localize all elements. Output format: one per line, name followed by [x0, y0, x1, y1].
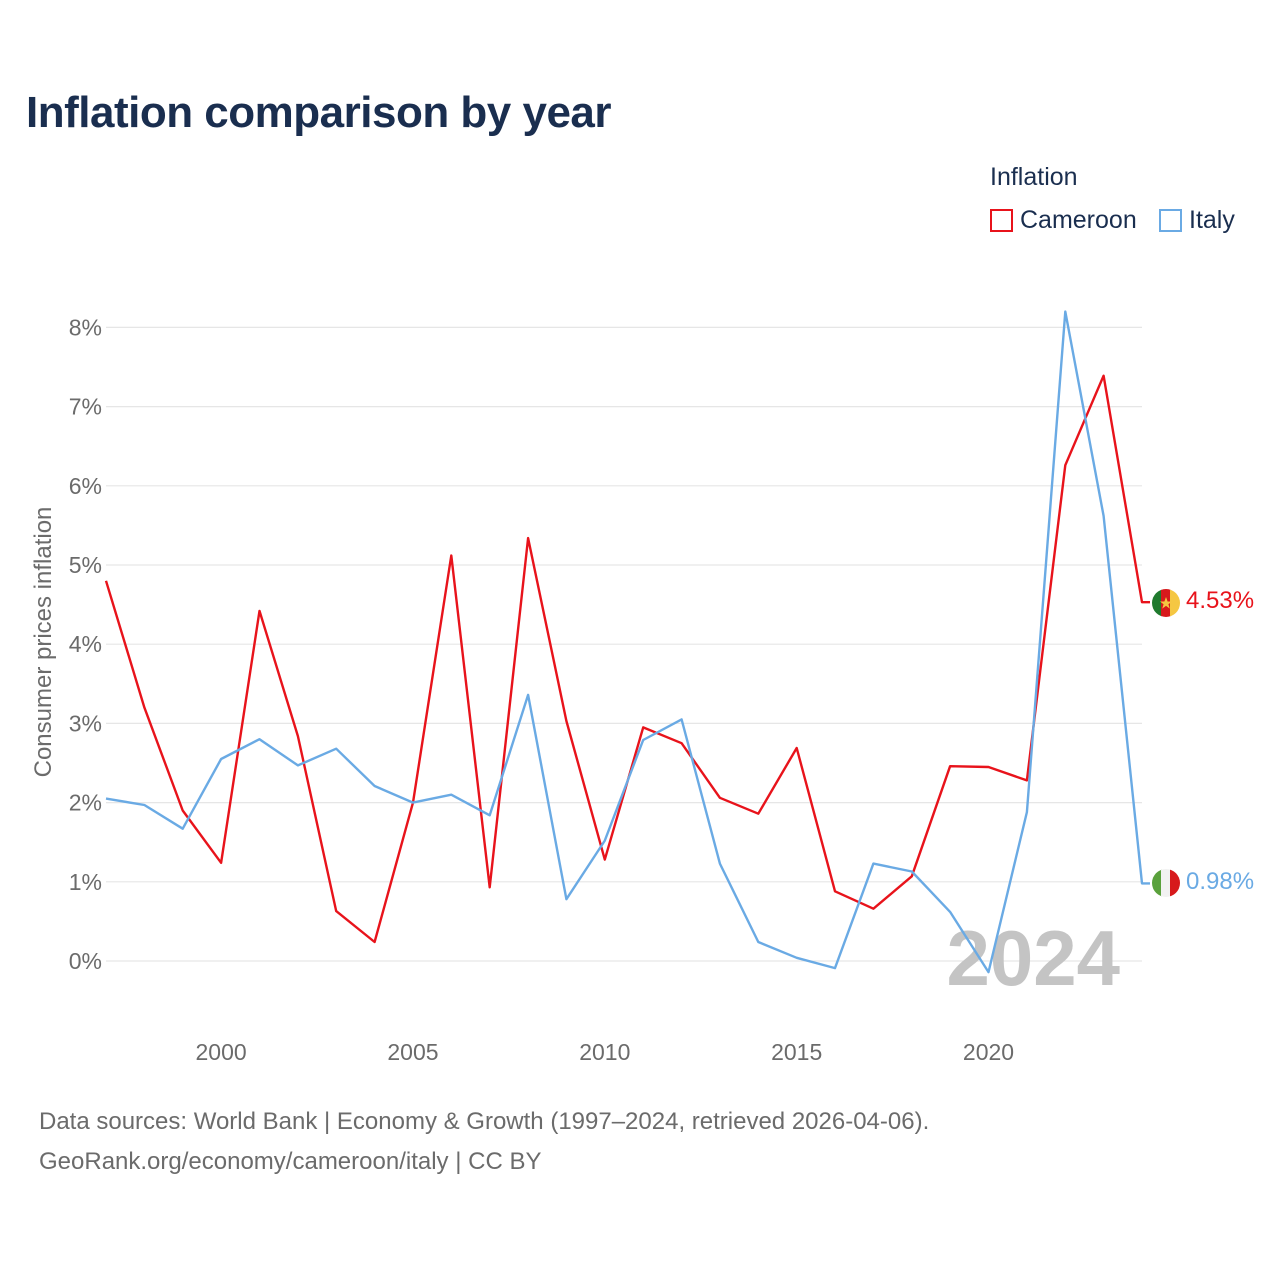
y-tick-label: 3% — [69, 710, 102, 736]
cameroon-flag-icon — [1152, 589, 1180, 617]
x-tick-label: 2000 — [196, 1039, 247, 1065]
x-tick-label: 2005 — [387, 1039, 438, 1065]
y-tick-label: 8% — [69, 314, 102, 340]
y-axis-ticks: 0% 1% 2% 3% 4% 5% 6% 7% 8% — [69, 314, 102, 974]
year-watermark: 2024 — [946, 914, 1120, 1002]
legend-label-italy: Italy — [1189, 205, 1235, 234]
legend-item-italy[interactable]: Italy — [1159, 205, 1235, 235]
x-tick-label: 2015 — [771, 1039, 822, 1065]
series-line-italy[interactable] — [105, 310, 1150, 974]
end-label-cameroon: 4.53% — [1186, 587, 1254, 614]
y-axis-label: Consumer prices inflation — [30, 507, 57, 778]
y-tick-label: 7% — [69, 394, 102, 420]
italy-flag-icon — [1152, 869, 1180, 897]
y-tick-label: 0% — [69, 948, 102, 974]
legend-label-cameroon: Cameroon — [1020, 205, 1137, 234]
footer-sources: Data sources: World Bank | Economy & Gro… — [39, 1108, 930, 1135]
x-tick-label: 2020 — [963, 1039, 1014, 1065]
x-axis-ticks: 2000 2005 2010 2015 2020 — [196, 1039, 1015, 1065]
chart-title: Inflation comparison by year — [26, 88, 612, 137]
end-label-italy: 0.98% — [1186, 868, 1254, 895]
legend-item-cameroon[interactable]: Cameroon — [990, 205, 1137, 235]
data-series — [104, 310, 1150, 974]
legend-swatch-italy — [1159, 208, 1182, 232]
footer-link[interactable]: GeoRank.org/economy/cameroon/italy | CC … — [39, 1148, 542, 1175]
legend-swatch-cameroon — [990, 208, 1013, 232]
x-tick-label: 2010 — [579, 1039, 630, 1065]
gridlines — [106, 326, 1142, 962]
y-tick-label: 5% — [69, 552, 102, 578]
y-tick-label: 6% — [69, 473, 102, 499]
series-line-cameroon[interactable] — [104, 374, 1150, 944]
y-tick-label: 1% — [69, 869, 102, 895]
y-tick-label: 2% — [69, 790, 102, 816]
end-markers: 4.53% 0.98% — [1152, 587, 1254, 897]
legend-title: Inflation — [990, 163, 1078, 191]
y-tick-label: 4% — [69, 631, 102, 657]
